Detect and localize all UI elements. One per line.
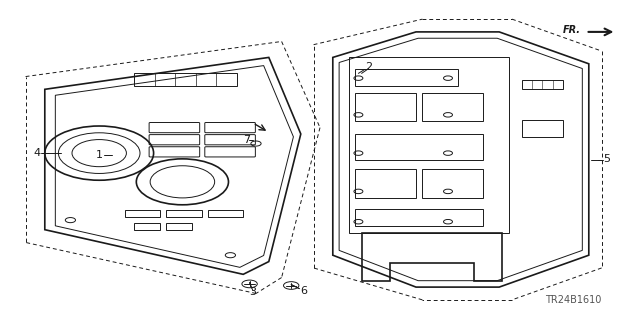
Bar [134,223,160,230]
Bar [125,210,160,217]
Bar [166,210,202,217]
Text: TR24B1610: TR24B1610 [545,295,601,305]
Bar [355,69,458,86]
Bar [355,169,416,198]
Bar [349,57,509,233]
Bar [422,169,483,198]
Text: 7: 7 [243,135,250,145]
Bar [422,93,483,121]
Text: 4: 4 [33,148,41,158]
Bar [355,93,416,121]
Text: 1: 1 [96,150,102,160]
Text: 6: 6 [301,286,307,296]
Bar [134,73,237,86]
Text: 2: 2 [365,62,372,72]
Bar [166,223,192,230]
Bar [208,210,243,217]
Text: 3: 3 [250,287,256,297]
Text: 5: 5 [604,154,610,165]
Bar [355,134,483,160]
Bar [355,209,483,226]
Bar [522,120,563,137]
Text: FR.: FR. [563,25,580,35]
Bar [522,80,563,89]
